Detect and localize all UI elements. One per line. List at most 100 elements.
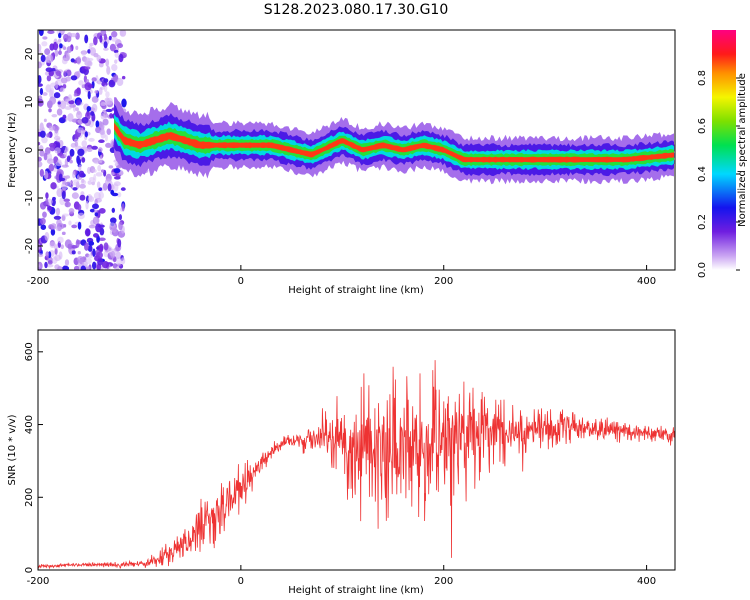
- noise-speckle: [43, 170, 49, 180]
- noise-speckle: [38, 253, 44, 258]
- noise-speckle: [99, 87, 103, 95]
- noise-speckle: [99, 35, 103, 43]
- noise-speckle: [55, 70, 62, 77]
- noise-speckle: [65, 200, 69, 208]
- noise-speckle: [115, 251, 121, 259]
- snr-xtick-label: -200: [27, 576, 50, 587]
- noise-speckle: [77, 148, 85, 157]
- noise-speckle: [46, 158, 55, 165]
- noise-speckle: [38, 98, 44, 107]
- noise-speckle: [84, 66, 91, 70]
- noise-speckle: [69, 33, 77, 38]
- spectrogram-xtick-label: 0: [238, 276, 244, 287]
- noise-speckle: [84, 34, 89, 44]
- noise-speckle: [66, 155, 71, 163]
- snr-frame: [37, 329, 676, 571]
- noise-speckle: [38, 30, 44, 37]
- noise-speckle: [56, 219, 62, 227]
- noise-speckle: [75, 107, 79, 112]
- noise-speckle: [91, 96, 99, 103]
- noise-speckle: [79, 194, 86, 201]
- colorbar-tick-label: 0.0: [697, 262, 708, 278]
- snr-ytick-label: 400: [24, 415, 35, 434]
- noise-speckle: [55, 226, 62, 232]
- noise-speckle: [59, 100, 67, 110]
- noise-speckle: [77, 203, 82, 211]
- noise-speckle: [88, 241, 95, 246]
- noise-speckle: [73, 265, 80, 270]
- noise-speckle: [62, 84, 67, 89]
- noise-speckle: [105, 108, 113, 113]
- noise-speckle: [110, 250, 116, 259]
- snr-data: [38, 360, 675, 570]
- noise-speckle: [67, 94, 72, 102]
- noise-speckle: [57, 266, 63, 270]
- noise-speckle: [53, 244, 59, 250]
- noise-speckle: [76, 255, 84, 263]
- noise-speckle: [109, 222, 115, 227]
- noise-speckle: [38, 160, 43, 168]
- noise-speckle: [60, 244, 65, 250]
- noise-speckle: [100, 112, 106, 120]
- noise-speckle: [102, 118, 109, 126]
- noise-speckle: [38, 61, 42, 69]
- snr-panel: -200 0 200 400 0 200 400 600 Height of straight…: [7, 329, 676, 596]
- colorbar-tick-label: 0.6: [697, 118, 708, 134]
- noise-speckle: [48, 163, 55, 172]
- noise-speckle: [91, 145, 98, 150]
- noise-speckle: [72, 170, 76, 179]
- noise-speckle: [38, 83, 43, 87]
- noise-speckle: [76, 127, 84, 134]
- noise-speckle: [76, 56, 82, 65]
- snr-xtick-label: 200: [434, 576, 453, 587]
- noise-speckle: [103, 41, 108, 49]
- noise-speckle: [71, 182, 78, 186]
- spectrogram-xtick-label: -200: [27, 276, 50, 287]
- noise-speckle: [85, 258, 92, 265]
- noise-speckle: [87, 195, 95, 203]
- noise-speckle: [39, 130, 46, 138]
- noise-speckle: [79, 183, 86, 189]
- noise-speckle: [75, 239, 80, 248]
- ridge-layer-red: [114, 122, 675, 163]
- colorbar-tick-label: 0.8: [697, 70, 708, 86]
- colorbar-ticks: 0.0 0.2 0.4 0.6 0.8: [697, 70, 740, 278]
- noise-speckle: [111, 207, 116, 213]
- noise-speckle: [84, 242, 89, 251]
- noise-speckle: [43, 118, 47, 123]
- noise-speckle: [110, 217, 117, 224]
- spectrogram-xtick-label: 200: [434, 276, 453, 287]
- noise-speckle: [38, 243, 41, 250]
- noise-speckle: [58, 50, 62, 56]
- noise-speckle: [45, 67, 53, 73]
- noise-speckle: [38, 156, 42, 162]
- noise-speckle: [78, 163, 82, 172]
- spectrogram-panel: -200 0 200 400 -20 -10 0 10 20 Height of straigh…: [7, 29, 676, 296]
- noise-speckle: [114, 59, 118, 64]
- noise-speckle: [121, 203, 125, 212]
- noise-speckle: [108, 165, 114, 169]
- noise-speckle: [96, 80, 102, 85]
- noise-speckle: [71, 224, 78, 229]
- noise-speckle: [98, 139, 105, 143]
- noise-speckle: [116, 257, 122, 266]
- noise-speckle: [89, 47, 97, 56]
- noise-speckle: [92, 248, 96, 258]
- noise-speckle: [69, 104, 76, 108]
- noise-speckle: [44, 231, 50, 241]
- snr-ylabel: SNR (10 * v/v): [7, 414, 18, 485]
- noise-speckle: [68, 208, 75, 214]
- noise-speckle: [44, 147, 51, 155]
- noise-speckle: [52, 41, 59, 51]
- noise-speckle: [96, 55, 102, 62]
- noise-speckle: [38, 141, 41, 146]
- noise-speckle: [70, 58, 75, 63]
- noise-speckle: [62, 265, 70, 270]
- noise-speckle: [71, 118, 79, 123]
- noise-speckle: [91, 77, 97, 82]
- noise-speckle: [105, 58, 110, 67]
- noise-speckle: [61, 164, 69, 168]
- noise-speckle: [86, 105, 92, 112]
- noise-speckle: [84, 82, 92, 91]
- snr-xlabel: Height of straight line (km): [288, 585, 424, 596]
